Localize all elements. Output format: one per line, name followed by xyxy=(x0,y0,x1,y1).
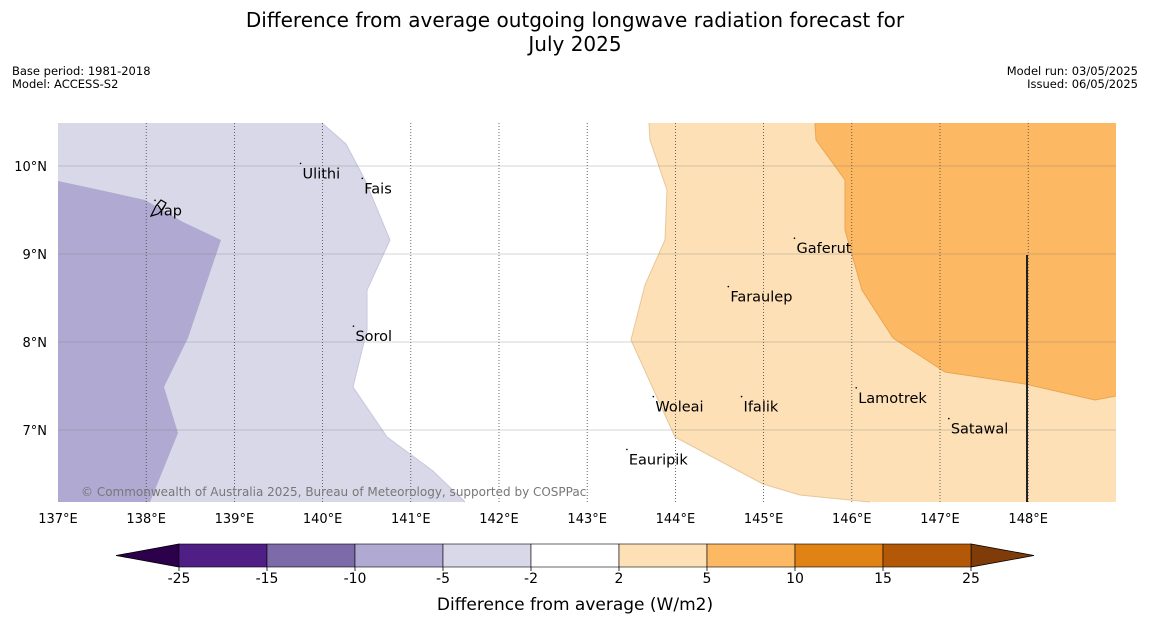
lon-tick-label: 138°E xyxy=(126,512,166,527)
lon-tick-label: 143°E xyxy=(567,512,607,527)
lat-tick-label: 10°N xyxy=(14,160,47,175)
place-marker xyxy=(727,285,730,288)
place-label: Woleai xyxy=(655,400,703,416)
colorbar-tick-label: -2 xyxy=(524,571,538,587)
colorbar-tick-label: -25 xyxy=(168,571,191,587)
map-gridlines xyxy=(58,123,1116,502)
base-period: Base period: 1981-2018 xyxy=(12,64,151,78)
model-run: Model run: 03/05/2025 xyxy=(1006,64,1138,78)
contour-line-orange xyxy=(630,122,871,503)
model-name: Model: ACCESS-S2 xyxy=(12,77,119,91)
title-line-1: Difference from average outgoing longwav… xyxy=(245,8,905,32)
lon-tick-label: 148°E xyxy=(1008,512,1048,527)
lat-tick-label: 7°N xyxy=(23,424,48,439)
colorbar-under-triangle xyxy=(115,543,180,568)
copyright-text: © Commonwealth of Australia 2025, Bureau… xyxy=(81,485,586,499)
title-line-2: July 2025 xyxy=(528,32,622,56)
colorbar-segment xyxy=(178,543,268,568)
place-marker xyxy=(361,177,364,180)
yap-island-outline xyxy=(149,199,167,217)
contour-line-purple xyxy=(321,122,466,503)
issued-date: Issued: 06/05/2025 xyxy=(1027,77,1138,91)
meta-right: Model run: 03/05/2025 Issued: 06/05/2025 xyxy=(1007,65,1138,91)
colorbar: -25 -15 -10 -5 -2 2 5 10 15 25 xyxy=(115,543,1035,587)
colorbar-label: Difference from average (W/m2) xyxy=(437,595,713,615)
colorbar-tick-label: 5 xyxy=(703,571,712,587)
colorbar-segment xyxy=(618,543,708,568)
chart-title: Difference from average outgoing longwav… xyxy=(0,8,1150,56)
place-label: Fais xyxy=(364,181,391,197)
lon-tick-label: 147°E xyxy=(920,512,960,527)
place-label: Yap xyxy=(156,203,182,219)
colorbar-segment xyxy=(354,543,444,568)
colorbar-over-triangle xyxy=(970,543,1035,568)
contour-line-dark-orange xyxy=(814,122,1117,401)
colorbar-segment xyxy=(882,543,972,568)
place-marker xyxy=(299,162,302,165)
lon-tick-label: 139°E xyxy=(215,512,255,527)
colorbar-segment xyxy=(794,543,884,568)
colorbar-tick-label: -5 xyxy=(436,571,450,587)
place-label: Faraulep xyxy=(730,290,792,306)
place-marker xyxy=(948,417,950,420)
colorbar-segment xyxy=(442,543,532,568)
place-label: Sorol xyxy=(355,329,392,345)
place-marker xyxy=(793,237,796,239)
colorbar-tick-label: -15 xyxy=(256,571,279,587)
lon-tick-label: 140°E xyxy=(303,512,343,527)
colorbar-segment xyxy=(706,543,796,568)
place-label: Gaferut xyxy=(796,241,851,257)
colorbar-tick-label: -10 xyxy=(344,571,367,587)
lat-tick-label: 9°N xyxy=(23,248,48,263)
place-marker xyxy=(626,448,628,451)
colorbar-tick-label: 2 xyxy=(615,571,624,587)
place-label: Lamotrek xyxy=(858,391,927,407)
lon-tick-label: 142°E xyxy=(479,512,519,527)
place-label: Ulithi xyxy=(303,166,341,182)
lon-tick-label: 146°E xyxy=(832,512,872,527)
lon-tick-label: 137°E xyxy=(38,512,78,527)
region-orange xyxy=(815,123,1116,400)
colorbar-tick-label: 10 xyxy=(786,571,804,587)
meta-left: Base period: 1981-2018 Model: ACCESS-S2 xyxy=(12,65,151,91)
lon-tick-label: 145°E xyxy=(744,512,784,527)
colorbar-tick-label: 15 xyxy=(874,571,892,587)
place-marker xyxy=(352,325,355,328)
place-labels: Ulithi Fais Yap Gaferut Faraulep Sorol Lamotre… xyxy=(154,162,1008,468)
place-marker xyxy=(740,395,743,398)
place-marker xyxy=(154,199,156,202)
colorbar-segment xyxy=(266,543,356,568)
colorbar-tick-label: 25 xyxy=(962,571,980,587)
lon-tick-label: 144°E xyxy=(656,512,696,527)
place-marker xyxy=(652,395,655,398)
place-label: Ifalik xyxy=(744,400,779,416)
place-label: Satawal xyxy=(951,422,1008,438)
map-axis-ticks: 137°E 138°E 139°E 140°E 141°E 142°E 143°E 144°E… xyxy=(14,160,1048,527)
lon-tick-label: 141°E xyxy=(391,512,431,527)
place-marker xyxy=(855,387,858,389)
region-medium-purple xyxy=(58,181,221,502)
lat-tick-label: 8°N xyxy=(23,336,48,351)
colorbar-segment xyxy=(530,543,620,568)
place-label: Eauripik xyxy=(629,452,688,468)
